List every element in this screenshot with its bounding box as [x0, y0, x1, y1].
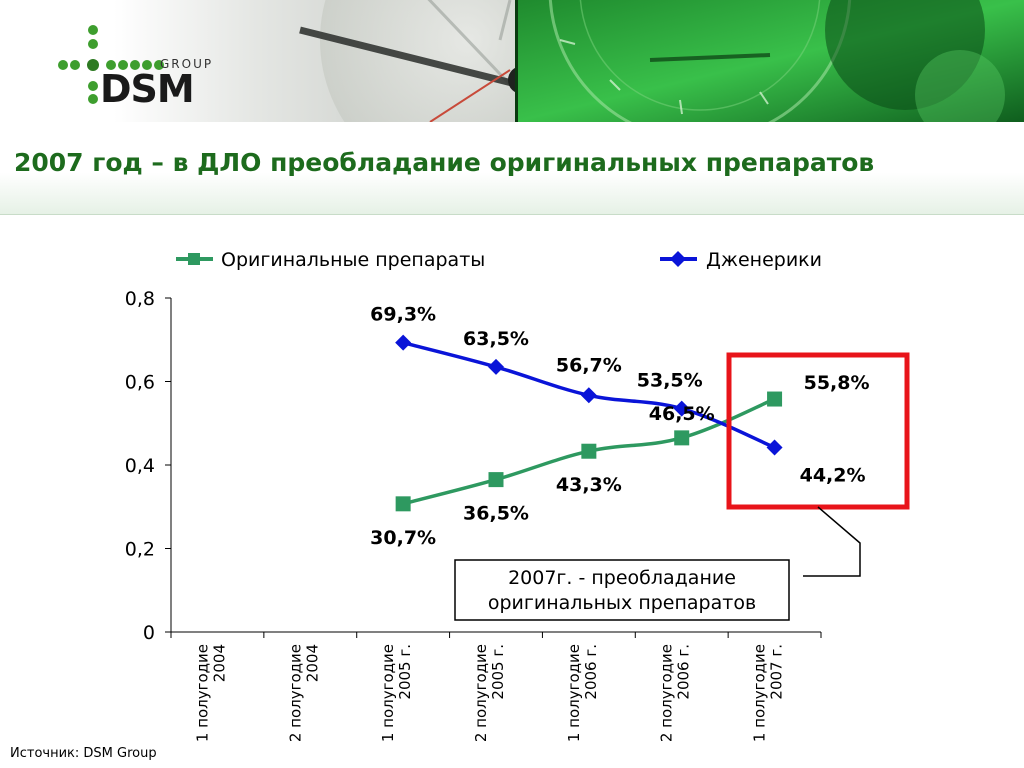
callout: 2007г. - преобладание оригинальных препар… — [454, 352, 910, 621]
data-point-generics — [580, 387, 597, 404]
data-point-original — [488, 472, 504, 488]
logo-subtext: GROUP — [160, 57, 214, 71]
x-category-label-line: 2006 г. — [582, 644, 600, 700]
callout-text-line: оригинальных препаратов — [488, 592, 756, 614]
x-category-label-line: 2006 г. — [675, 644, 693, 700]
x-category-label-line: 1 полугодие — [565, 644, 583, 742]
x-category-label-line: 2 полугодие — [472, 644, 490, 742]
chart-series — [395, 334, 783, 512]
data-point-generics — [488, 358, 504, 375]
page-title: 2007 год – в ДЛО преобладание оригинальн… — [14, 148, 875, 177]
x-category-label-line: 2005 г. — [396, 644, 414, 700]
data-label-generics: 69,3% — [370, 304, 436, 326]
data-label-generics: 53,5% — [637, 370, 703, 392]
header-banner: GROUP DSM — [0, 0, 1024, 122]
data-label-original: 46,5% — [649, 403, 715, 425]
legend-item-original: Оригинальные препараты — [176, 249, 485, 271]
data-point-original — [581, 443, 597, 459]
x-category-label: 1 полугодие2005 г. — [379, 644, 414, 742]
data-label-original: 30,7% — [370, 527, 436, 549]
x-category-label-line: 2004 — [303, 644, 321, 682]
legend-diamond-marker — [670, 251, 686, 267]
logo-cross-icon — [58, 25, 164, 104]
legend-label: Дженерики — [706, 249, 822, 271]
logo-text: DSM — [100, 67, 195, 111]
chart-legend: Оригинальные препараты Дженерики — [176, 249, 822, 271]
x-category-label: 1 полугодие2006 г. — [565, 644, 600, 742]
y-tick-label: 0,4 — [125, 455, 155, 477]
y-tick-label: 0,6 — [125, 372, 155, 394]
x-category-label-line: 2005 г. — [489, 644, 507, 700]
x-category-label: 2 полугодие2005 г. — [472, 644, 507, 742]
chart-data-labels: 30,7% 36,5% 43,3% 46,5% 55,8% 69,3% 63,5% 56,7%… — [370, 304, 869, 549]
callout-box — [454, 559, 790, 621]
x-category-label-line: 1 полугодие — [751, 644, 769, 742]
source-note: Источник: DSM Group — [10, 746, 157, 761]
data-label-generics: 63,5% — [463, 328, 529, 350]
data-point-generics — [673, 400, 690, 417]
data-label-generics: 44,2% — [800, 464, 866, 486]
title-band — [0, 122, 1024, 215]
legend-square-marker — [188, 253, 200, 265]
legend-label: Оригинальные препараты — [221, 249, 485, 271]
y-tick-label: 0,2 — [125, 539, 155, 561]
data-point-original — [674, 430, 690, 446]
x-category-label: 1 полугодие2007 г. — [751, 644, 786, 742]
x-category-label-line: 2 полугодие — [286, 644, 304, 742]
data-label-original: 55,8% — [804, 372, 870, 394]
x-category-label: 1 полугодие2004 — [193, 644, 228, 742]
x-category-label: 2 полугодие2006 г. — [658, 644, 693, 742]
x-category-label-line: 2004 — [210, 644, 228, 682]
clock-photo-banner — [0, 0, 1024, 122]
x-category-label-line: 2007 г. — [768, 644, 786, 700]
data-point-original — [767, 391, 783, 407]
data-point-generics — [766, 439, 783, 456]
data-label-original: 36,5% — [463, 503, 529, 525]
x-category-label-line: 2 полугодие — [658, 644, 676, 742]
y-tick-label: 0 — [143, 622, 155, 644]
data-label-original: 43,3% — [556, 474, 622, 496]
legend-item-generics: Дженерики — [660, 249, 822, 271]
x-category-label-line: 1 полугодие — [193, 644, 211, 742]
callout-text: 2007г. - преобладание оригинальных препар… — [488, 567, 756, 614]
x-category-label-line: 1 полугодие — [379, 644, 397, 742]
callout-connector — [803, 506, 861, 577]
chart-axes: 00,20,40,60,81 полугодие2004 2 полугодие2… — [125, 288, 822, 742]
dsm-group-logo: GROUP DSM — [56, 20, 211, 111]
callout-text-line: 2007г. - преобладание — [508, 567, 736, 589]
x-category-label: 2 полугодие2004 — [286, 644, 321, 742]
y-tick-label: 0,8 — [125, 288, 155, 310]
data-label-generics: 56,7% — [556, 354, 622, 376]
data-point-original — [395, 496, 411, 512]
data-point-generics — [395, 334, 412, 351]
